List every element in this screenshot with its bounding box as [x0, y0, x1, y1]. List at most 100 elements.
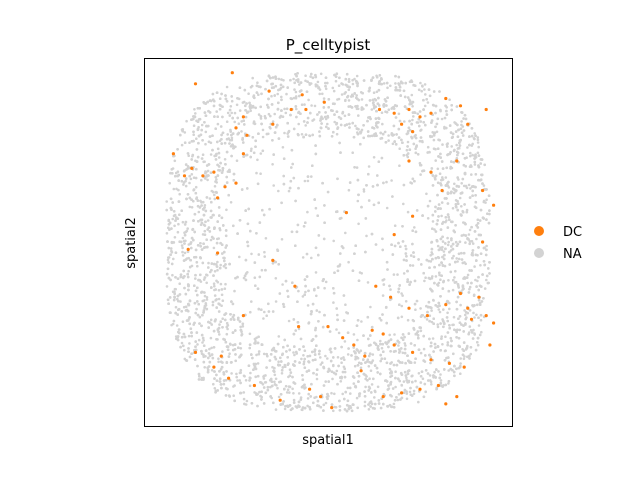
na-point [261, 135, 265, 139]
na-point [422, 271, 426, 275]
na-point [303, 278, 307, 281]
na-point [166, 298, 170, 302]
na-point [413, 344, 417, 347]
na-point [226, 387, 229, 391]
na-point [292, 401, 296, 404]
na-point [438, 376, 442, 380]
na-point [439, 278, 442, 282]
na-point [363, 404, 367, 408]
na-point [379, 359, 383, 363]
na-point [234, 353, 237, 356]
na-point [448, 301, 451, 305]
na-point [390, 374, 394, 378]
na-point [258, 390, 261, 394]
na-point [436, 244, 440, 248]
na-point [414, 357, 417, 361]
na-point [207, 352, 211, 355]
na-point [285, 350, 288, 353]
na-point [264, 268, 267, 272]
na-point [308, 354, 312, 358]
na-point [424, 354, 427, 357]
na-point [380, 397, 384, 401]
na-point [356, 132, 360, 136]
na-point [450, 344, 453, 348]
na-point [400, 292, 403, 295]
na-point [416, 153, 420, 156]
na-point [176, 148, 179, 151]
na-point [213, 226, 216, 229]
na-point [482, 260, 486, 263]
na-point [224, 246, 227, 249]
na-point [462, 233, 466, 237]
na-point [303, 357, 307, 361]
na-point [374, 402, 377, 406]
na-point [335, 121, 339, 125]
na-point [304, 290, 307, 294]
na-point [244, 104, 247, 108]
na-point [381, 294, 385, 297]
na-point [409, 386, 412, 390]
na-point [434, 275, 438, 278]
na-point [362, 334, 365, 337]
na-point [470, 240, 474, 243]
na-point [429, 341, 433, 345]
na-point [217, 206, 221, 209]
na-point [220, 92, 223, 96]
na-point [225, 321, 229, 325]
na-point [487, 221, 491, 225]
na-point [459, 364, 462, 368]
na-point [387, 345, 390, 349]
na-point [462, 357, 466, 361]
na-point [172, 319, 176, 323]
na-point [463, 172, 467, 176]
na-point [470, 134, 474, 138]
na-point [203, 366, 206, 369]
na-point [451, 323, 454, 327]
na-point [457, 317, 460, 321]
na-point [290, 148, 294, 152]
na-point [244, 379, 248, 382]
na-point [401, 240, 405, 243]
na-point [357, 222, 360, 226]
na-point [385, 341, 388, 345]
na-point [435, 130, 439, 134]
na-point [351, 78, 354, 82]
na-point [188, 299, 192, 303]
na-point [445, 109, 448, 113]
na-point [334, 75, 338, 78]
na-point [233, 289, 236, 293]
na-point [258, 221, 262, 224]
na-point [456, 208, 460, 212]
na-point [439, 295, 442, 298]
na-point [190, 118, 193, 121]
na-point [470, 144, 474, 147]
na-point [295, 230, 299, 234]
na-point [485, 188, 488, 191]
na-point [215, 379, 219, 383]
na-point [424, 93, 427, 96]
na-point [417, 336, 420, 340]
na-point [382, 181, 385, 185]
na-point [203, 121, 206, 124]
na-point [277, 360, 280, 364]
na-point [415, 209, 419, 212]
na-point [403, 351, 407, 355]
na-point [400, 304, 404, 308]
na-point [352, 346, 356, 349]
na-point [200, 349, 203, 353]
na-point [430, 167, 434, 170]
na-point [385, 81, 389, 85]
na-point [423, 279, 426, 283]
na-point [458, 321, 462, 325]
na-point [276, 92, 280, 96]
na-point [271, 310, 275, 313]
na-point [329, 350, 333, 354]
na-point [196, 343, 199, 346]
na-point [274, 408, 278, 411]
na-point [444, 242, 447, 245]
na-point [333, 120, 337, 124]
na-point [480, 330, 483, 334]
na-point [214, 175, 218, 179]
na-point [216, 237, 219, 241]
na-point [204, 349, 208, 352]
